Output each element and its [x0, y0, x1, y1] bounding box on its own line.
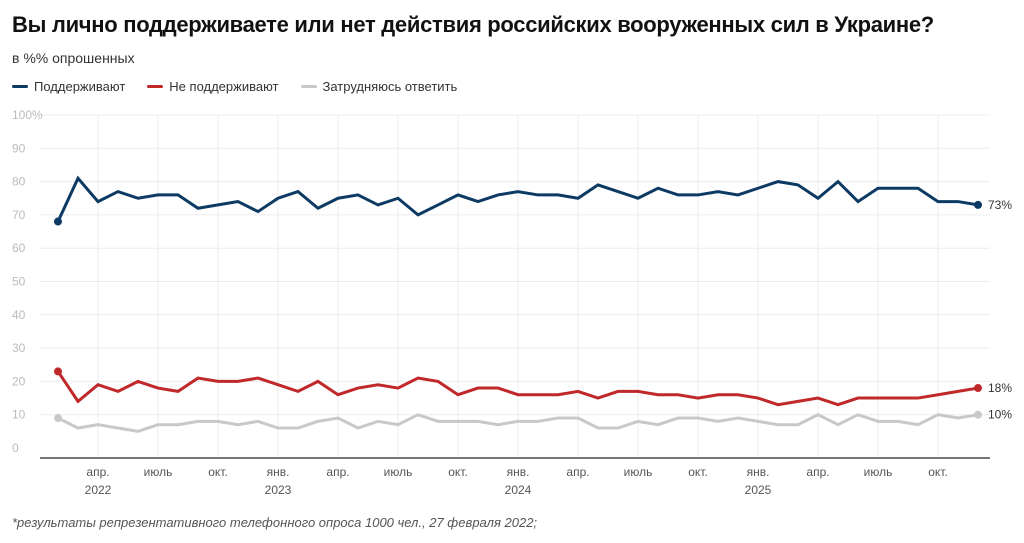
series-line-2	[57, 413, 979, 433]
legend: Поддерживают Не поддерживают Затрудняюсь…	[12, 79, 457, 94]
legend-swatch	[12, 85, 28, 88]
series-end-marker	[974, 410, 982, 419]
y-tick-label: 20	[12, 374, 26, 388]
y-tick-label: 30	[12, 341, 26, 355]
x-tick-label: июль	[864, 465, 893, 479]
series-start-marker	[54, 414, 62, 423]
series-start-marker	[54, 367, 62, 376]
x-tick-label: янв.	[267, 465, 290, 479]
y-tick-label: 100%	[12, 108, 43, 122]
x-tick-label: янв.	[507, 465, 530, 479]
series-end-marker	[974, 200, 982, 209]
x-tick-label: июль	[384, 465, 413, 479]
y-tick-label: 70	[12, 208, 26, 222]
y-tick-label: 90	[12, 141, 26, 155]
x-tick-year: 2023	[265, 483, 292, 497]
x-tick-label: окт.	[448, 465, 468, 479]
y-tick-label: 40	[12, 308, 26, 322]
chart-title: Вы лично поддерживаете или нет действия …	[12, 12, 934, 37]
x-tick-label: окт.	[208, 465, 228, 479]
legend-item-support: Поддерживают	[12, 79, 125, 94]
x-tick-label: апр.	[566, 465, 589, 479]
x-tick-label: апр.	[86, 465, 109, 479]
chart-subtitle: в %% опрошенных	[12, 50, 135, 66]
y-tick-label: 80	[12, 175, 26, 189]
x-tick-label: окт.	[688, 465, 708, 479]
legend-swatch	[147, 85, 164, 88]
legend-item-oppose: Не поддерживают	[147, 79, 279, 94]
x-tick-year: 2024	[505, 483, 532, 497]
x-tick-label: апр.	[806, 465, 829, 479]
legend-swatch	[300, 85, 317, 88]
x-tick-year: 2025	[745, 483, 772, 497]
series-line-0	[56, 175, 979, 223]
x-tick-label: янв.	[747, 465, 770, 479]
y-tick-label: 0	[12, 441, 19, 455]
series-end-label: 10%	[988, 408, 1012, 422]
series-end-marker	[974, 384, 982, 393]
y-tick-label: 60	[12, 241, 26, 255]
y-tick-label: 10	[12, 408, 26, 422]
x-tick-year: 2022	[85, 483, 112, 497]
series-end-label: 73%	[988, 198, 1012, 212]
legend-label: Затрудняюсь ответить	[322, 79, 458, 94]
legend-label: Поддерживают	[34, 79, 126, 94]
series-line-1	[56, 370, 979, 407]
x-tick-label: июль	[624, 465, 653, 479]
x-tick-label: окт.	[928, 465, 948, 479]
series-start-marker	[54, 217, 62, 226]
x-tick-label: апр.	[326, 465, 349, 479]
y-tick-label: 50	[12, 275, 26, 289]
footnote: *результаты репрезентативного телефонног…	[12, 515, 538, 530]
legend-label: Не поддерживают	[169, 79, 279, 94]
x-tick-label: июль	[144, 465, 173, 479]
series-end-label: 18%	[988, 381, 1012, 395]
legend-item-undecided: Затрудняюсь ответить	[300, 79, 458, 94]
